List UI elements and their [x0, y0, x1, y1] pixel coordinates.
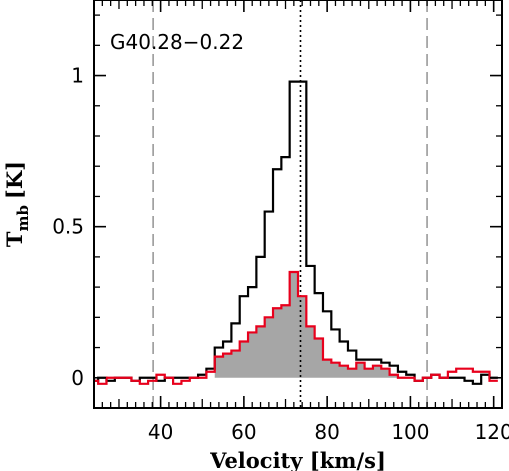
tick-layer: 40 60 80 100 120 0 0.5 1 — [52, 0, 509, 444]
series-layer — [94, 80, 498, 385]
vline-layer — [152, 0, 428, 408]
series-line-2 — [94, 270, 498, 385]
x-tick-label: 60 — [231, 420, 256, 444]
y-tick-label: 0.5 — [52, 215, 84, 239]
x-tick-label: 100 — [391, 420, 429, 444]
x-axis-label: Velocity [km/s] — [209, 448, 386, 471]
x-tick-label: 40 — [148, 420, 173, 444]
source-name-label: G40.28−0.22 — [110, 30, 244, 54]
x-tick-label: 80 — [314, 420, 339, 444]
y-axis-label-unit: [K] — [2, 161, 27, 199]
y-axis-label: Tmb [K] — [2, 161, 32, 247]
x-tick-label: 120 — [475, 420, 509, 444]
svg-text:Tmb[K]: Tmb [K] — [2, 161, 32, 247]
y-tick-label: 1 — [71, 64, 84, 88]
y-axis-label-main: T — [2, 231, 27, 247]
plot-frame — [93, 0, 503, 409]
y-axis-label-sub: mb — [14, 205, 32, 231]
y-tick-label: 0 — [71, 366, 84, 390]
